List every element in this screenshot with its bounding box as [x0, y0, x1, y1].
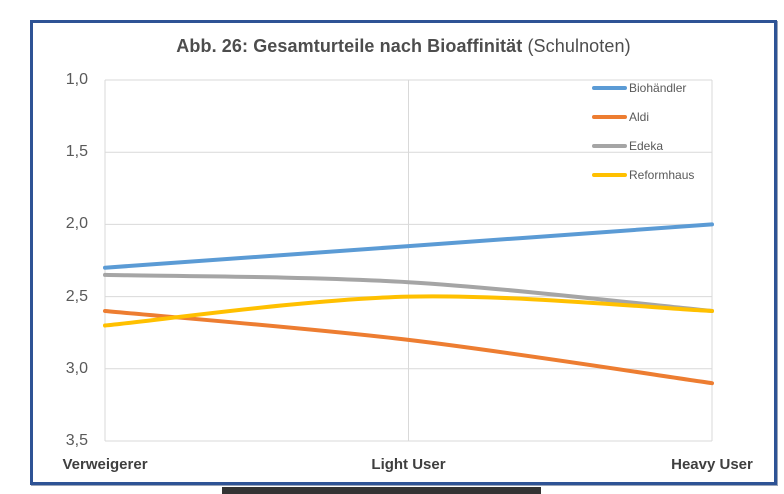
series-line-reformhaus: [103, 294, 714, 328]
legend-swatch-aldi: [592, 115, 627, 119]
chart-frame: Abb. 26: Gesamturteile nach Bioaffinität…: [30, 20, 777, 485]
series-line-biohandler: [103, 222, 714, 270]
y-tick-label-3-5: 3,5: [65, 432, 88, 449]
legend-swatch-reformhaus: [592, 173, 627, 177]
legend-swatch-edeka: [592, 144, 627, 148]
legend-label-biohandler: Biohändler: [629, 81, 687, 95]
legend-item-aldi: Aldi: [592, 109, 649, 125]
legend-label-edeka: Edeka: [629, 139, 664, 153]
y-tick-label-2-0: 2,0: [65, 215, 88, 233]
legend-item-edeka: Edeka: [592, 138, 663, 154]
y-tick-label-2-5: 2,5: [65, 287, 88, 305]
chart-title: Abb. 26: Gesamturteile nach Bioaffinität…: [33, 36, 774, 57]
legend-label-reformhaus: Reformhaus: [629, 168, 695, 182]
legend-swatch-biohandler: [592, 86, 627, 90]
legend-item-biohandler: Biohändler: [592, 80, 686, 96]
chart-title-suffix: (Schulnoten): [522, 36, 631, 56]
y-tick-label-1-5: 1,5: [65, 143, 88, 161]
plot-area: [103, 79, 714, 442]
chart-title-main: Abb. 26: Gesamturteile nach Bioaffinität: [176, 36, 523, 56]
legend-item-reformhaus: Reformhaus: [592, 167, 694, 183]
y-tick-label-3-0: 3,0: [65, 359, 88, 377]
x-category-label-verweigerer: Verweigerer: [62, 456, 148, 473]
series-line-edeka: [103, 272, 714, 313]
legend-label-aldi: Aldi: [629, 110, 650, 124]
x-category-label-heavy-user: Heavy User: [671, 456, 753, 473]
y-tick-label-1-0: 1,0: [65, 71, 88, 88]
x-category-label-light-user: Light User: [371, 456, 446, 473]
bottom-bar: [222, 487, 541, 494]
